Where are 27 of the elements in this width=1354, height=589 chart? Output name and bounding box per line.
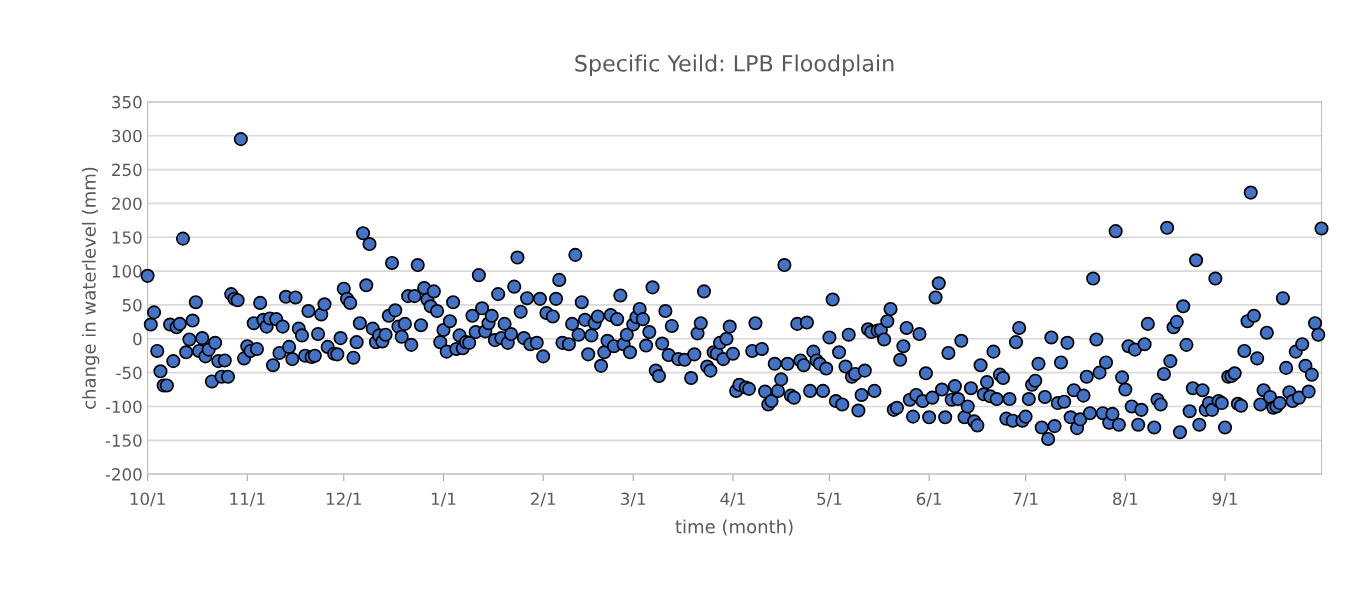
x-tick-label: 8/1: [1113, 492, 1138, 507]
y-tick-label: 100: [112, 265, 142, 278]
x-tick-label: 4/1: [720, 492, 745, 507]
x-tick-label: 11/1: [230, 492, 265, 507]
x-tick-label: 9/1: [1212, 492, 1237, 507]
x-tick-label: 1/1: [431, 492, 456, 507]
x-tick-label: 5/1: [817, 492, 842, 507]
x-tick-label: 2/1: [530, 492, 556, 507]
y-tick-label: 200: [112, 197, 142, 210]
y-tick-label: 0: [133, 332, 142, 346]
y-tick-label: -200: [105, 468, 142, 481]
y-tick-label: 250: [112, 163, 142, 177]
y-tick-label: 50: [122, 298, 142, 312]
x-tick-label: 6/1: [916, 492, 941, 507]
y-tick-label: 350: [112, 95, 142, 109]
chart-title: Specific Yeild: LPB Floodplain: [575, 54, 894, 76]
y-tick-label: -50: [116, 366, 142, 380]
x-tick-label: 7/1: [1013, 492, 1038, 507]
x-tick-label: 3/1: [621, 492, 646, 507]
y-axis-title: change in waterlevel (mm): [81, 167, 100, 409]
y-tick-label: -100: [105, 400, 142, 414]
y-tick-label: 150: [112, 231, 142, 244]
y-tick-label: 300: [112, 129, 142, 143]
x-tick-label: 12/1: [326, 492, 361, 507]
x-axis-title: time (month): [675, 519, 793, 536]
x-tick-label: 10/1: [130, 492, 165, 507]
y-tick-label: -150: [105, 434, 142, 447]
